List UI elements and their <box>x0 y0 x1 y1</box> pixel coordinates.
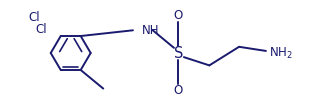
Text: NH: NH <box>141 24 159 37</box>
Text: NH$_2$: NH$_2$ <box>269 45 293 61</box>
Text: Cl: Cl <box>35 23 46 36</box>
Text: O: O <box>174 84 183 97</box>
Text: O: O <box>174 9 183 22</box>
Text: Cl: Cl <box>28 11 40 24</box>
Text: S: S <box>174 45 183 61</box>
